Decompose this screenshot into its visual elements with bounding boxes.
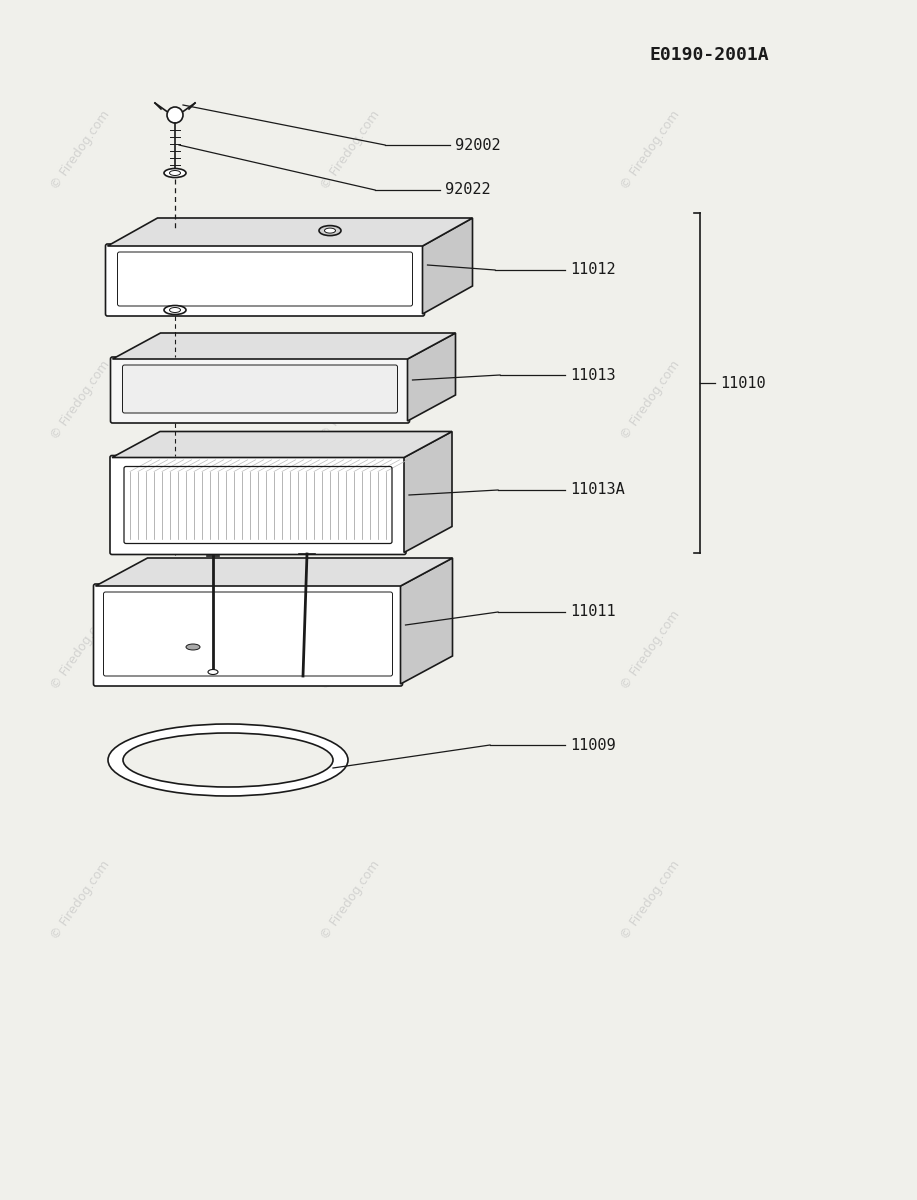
Text: © Firedog.com: © Firedog.com <box>48 608 112 692</box>
Text: © Firedog.com: © Firedog.com <box>618 858 682 942</box>
Text: © Firedog.com: © Firedog.com <box>48 358 112 442</box>
Polygon shape <box>404 432 452 552</box>
Ellipse shape <box>123 733 333 787</box>
FancyBboxPatch shape <box>110 456 406 554</box>
Text: 92022: 92022 <box>445 182 491 198</box>
FancyBboxPatch shape <box>123 365 397 413</box>
Text: © Firedog.com: © Firedog.com <box>318 858 382 942</box>
Polygon shape <box>113 332 456 359</box>
FancyBboxPatch shape <box>94 584 403 686</box>
Ellipse shape <box>208 670 218 674</box>
Polygon shape <box>107 218 472 246</box>
Ellipse shape <box>319 226 341 235</box>
Text: © Firedog.com: © Firedog.com <box>318 608 382 692</box>
Ellipse shape <box>186 644 200 650</box>
Text: 11013: 11013 <box>570 367 615 383</box>
Text: 92002: 92002 <box>455 138 501 152</box>
Text: 11013A: 11013A <box>570 482 624 498</box>
Text: © Firedog.com: © Firedog.com <box>48 108 112 192</box>
Text: E0190-2001A: E0190-2001A <box>650 46 769 64</box>
Text: © Firedog.com: © Firedog.com <box>618 108 682 192</box>
Ellipse shape <box>108 724 348 796</box>
Text: 11012: 11012 <box>570 263 615 277</box>
Polygon shape <box>423 218 472 314</box>
Text: 11011: 11011 <box>570 605 615 619</box>
Text: 11009: 11009 <box>570 738 615 752</box>
Ellipse shape <box>170 170 181 175</box>
Text: © Firedog.com: © Firedog.com <box>318 108 382 192</box>
Ellipse shape <box>164 168 186 178</box>
Polygon shape <box>95 558 452 586</box>
Text: © Firedog.com: © Firedog.com <box>48 858 112 942</box>
Text: © Firedog.com: © Firedog.com <box>318 358 382 442</box>
Text: 11010: 11010 <box>720 376 766 390</box>
Polygon shape <box>407 332 456 421</box>
FancyBboxPatch shape <box>105 244 425 316</box>
Ellipse shape <box>164 306 186 314</box>
Polygon shape <box>112 432 452 457</box>
FancyBboxPatch shape <box>111 358 410 422</box>
Circle shape <box>167 107 183 122</box>
Ellipse shape <box>170 307 181 312</box>
Text: © Firedog.com: © Firedog.com <box>618 608 682 692</box>
Polygon shape <box>401 558 452 684</box>
Text: © Firedog.com: © Firedog.com <box>618 358 682 442</box>
Ellipse shape <box>325 228 336 233</box>
